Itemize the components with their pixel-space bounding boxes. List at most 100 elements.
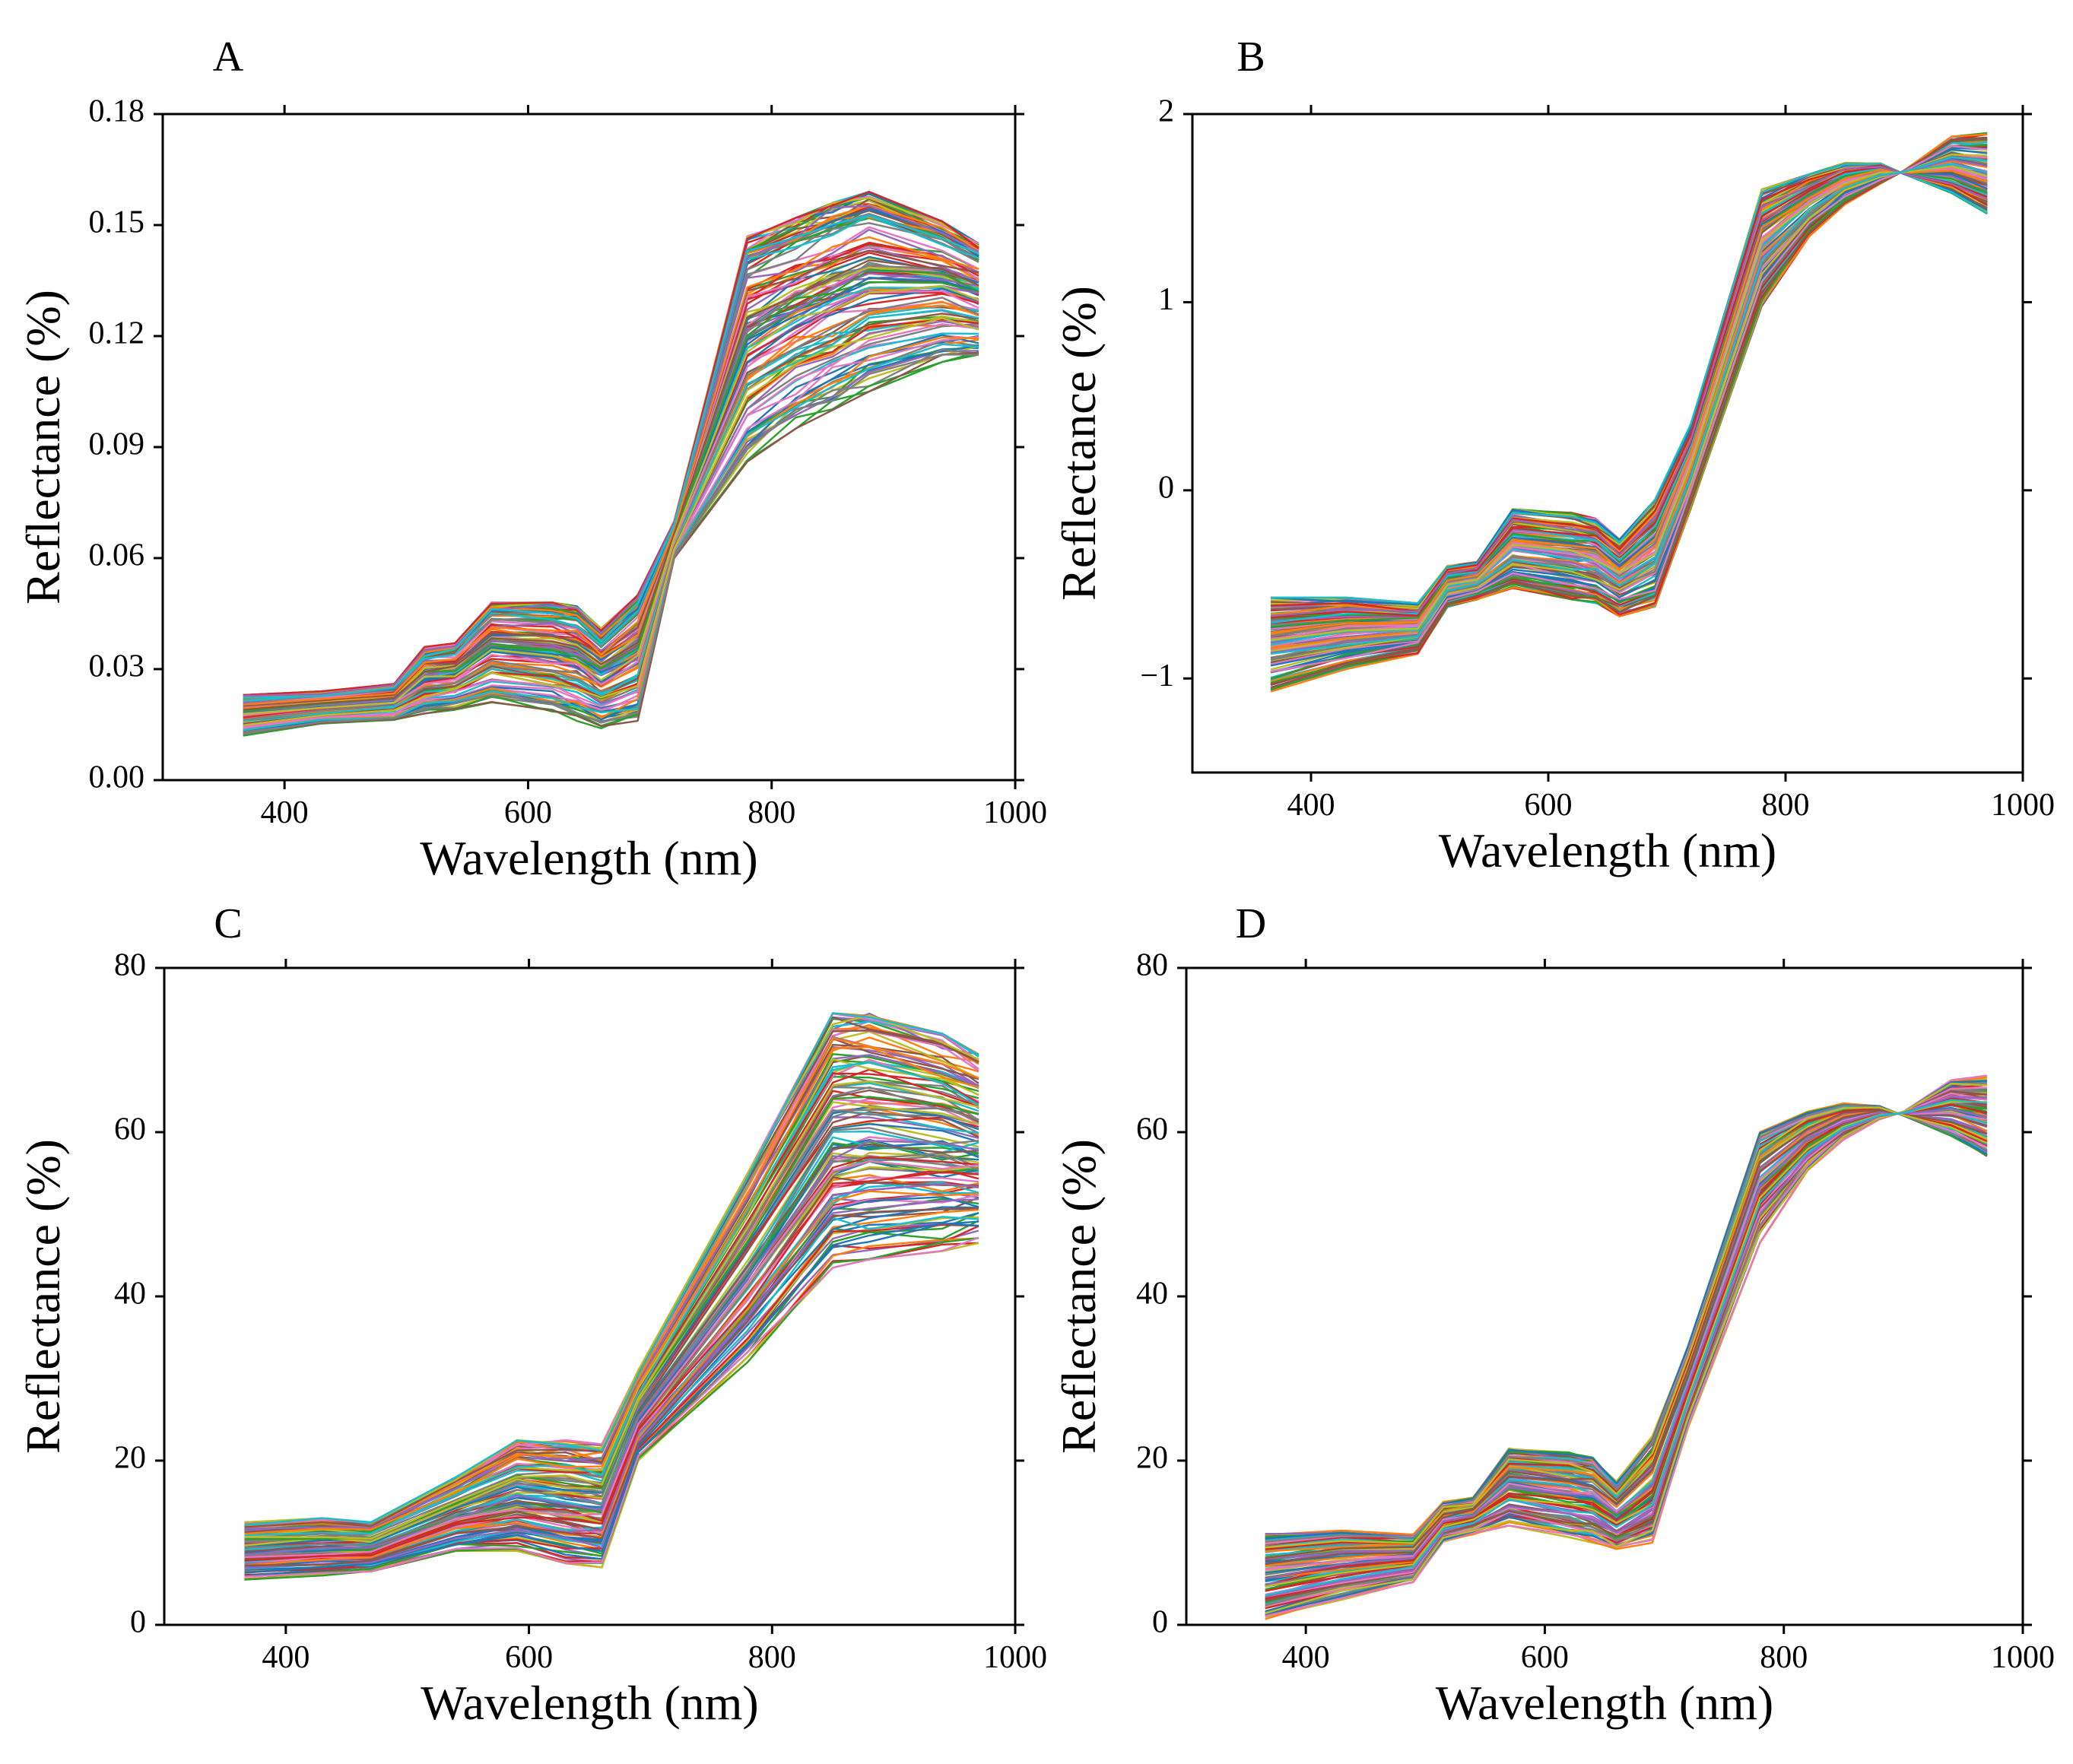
panel-label: A: [213, 33, 244, 81]
x-tick-label: 1000: [1991, 788, 2055, 823]
series-line: [243, 190, 979, 696]
series-line: [1265, 1103, 1988, 1591]
x-tick-label: 600: [1525, 788, 1573, 823]
series-line: [1270, 164, 1988, 611]
x-tick-label: 800: [1760, 1640, 1808, 1675]
series-line: [1270, 163, 1988, 646]
x-tick-label: 800: [748, 1640, 796, 1675]
series-line: [1265, 1108, 1988, 1580]
series-line: [244, 1140, 979, 1556]
x-tick-label: 400: [1282, 1640, 1330, 1675]
series-line: [243, 205, 979, 698]
series-line: [1270, 144, 1988, 681]
series-line: [243, 317, 979, 726]
series-line: [1270, 166, 1988, 617]
y-tick-label: 20: [114, 1441, 146, 1476]
panel-c: C 400 600 800 1000 0 20 40 60 80 Wavelength (nm) Re…: [16, 900, 1047, 1730]
x-tick-label: 400: [262, 1640, 310, 1675]
x-tick-label: 1000: [1991, 1640, 2055, 1675]
series-line: [1265, 1111, 1988, 1571]
series-line: [243, 323, 979, 728]
y-axis-label: Reflectance (%): [1052, 286, 1106, 601]
series-line: [1270, 168, 1988, 634]
y-tick-label: 0.12: [89, 316, 145, 351]
series-line: [1265, 1102, 1988, 1536]
panel-label: C: [214, 900, 242, 947]
x-tick-label: 800: [1762, 788, 1810, 823]
x-tick-label: 600: [504, 795, 552, 830]
series-line: [1270, 167, 1988, 624]
plot-frame: [1191, 113, 2024, 774]
series-line: [1270, 169, 1988, 629]
x-axis-label: Wavelength (nm): [1436, 1676, 1773, 1730]
series-line: [1265, 1091, 1987, 1601]
x-tick-label: 600: [1521, 1640, 1569, 1675]
x-tick-label: 800: [748, 795, 795, 830]
y-tick-label: 0.09: [89, 427, 145, 462]
series-line: [1270, 166, 1988, 616]
panel-a: A 400 600 800 1000 0.00 0.03 0.06 0.09 0.12 0.15 0.…: [16, 33, 1047, 885]
series-line: [244, 1190, 979, 1566]
series-line: [1270, 163, 1988, 651]
series-line: [244, 1160, 979, 1559]
series-line: [243, 284, 979, 715]
series-line: [1265, 1109, 1988, 1559]
x-tick-label: 1000: [983, 795, 1047, 830]
series-line: [1270, 165, 1988, 642]
x-tick-label: 400: [261, 795, 309, 830]
series-line: [1270, 138, 1988, 689]
series-line: [1270, 156, 1988, 655]
panel-label: D: [1236, 900, 1266, 947]
series-line: [244, 1012, 979, 1526]
series-line: [243, 309, 979, 725]
series-line: [1270, 144, 1988, 673]
x-axis-label: Wavelength (nm): [420, 831, 757, 885]
series-line: [244, 1061, 979, 1537]
y-tick-label: 0: [1158, 470, 1174, 505]
series-line: [243, 277, 979, 713]
y-axis-label: Reflectance (%): [16, 1139, 70, 1454]
x-tick-label: 400: [1287, 788, 1335, 823]
y-tick-label: 40: [1136, 1277, 1168, 1312]
series-line: [243, 343, 979, 731]
y-tick-label: 1: [1158, 282, 1174, 317]
series-line: [243, 259, 979, 711]
series-line: [244, 1222, 979, 1574]
y-tick-label: 2: [1158, 94, 1174, 129]
series-line: [1265, 1092, 1988, 1601]
y-tick-label: 0.06: [89, 538, 145, 573]
series-line: [1271, 163, 1988, 604]
series-line: [1270, 153, 1988, 662]
y-axis-label: Reflectance (%): [16, 290, 70, 604]
series-line: [243, 351, 979, 735]
series-line: [1265, 1109, 1988, 1567]
series-line: [1265, 1109, 1988, 1571]
series-line: [243, 236, 979, 706]
series-line: [243, 344, 979, 731]
y-tick-label: 80: [114, 948, 146, 983]
y-tick-label: 0: [130, 1605, 146, 1640]
y-tick-label: 0.03: [89, 649, 145, 684]
series-line: [1265, 1107, 1988, 1553]
y-tick-label: 80: [1136, 948, 1168, 983]
series-line: [1265, 1110, 1988, 1569]
y-tick-label: 60: [1136, 1112, 1168, 1147]
y-tick-label: 0.00: [89, 760, 145, 795]
series-line: [244, 1156, 979, 1558]
series-line: [244, 1054, 979, 1530]
panel-label: B: [1236, 33, 1265, 81]
series-line: [244, 1127, 979, 1549]
series-line: [243, 354, 979, 735]
series-line: [244, 1207, 979, 1567]
y-tick-label: 40: [114, 1277, 146, 1312]
series-line: [244, 1080, 979, 1540]
series-line: [244, 1182, 979, 1565]
series-line: [244, 1045, 979, 1535]
series-line: [244, 1236, 979, 1578]
series-line: [1270, 153, 1988, 665]
series-line: [244, 1107, 979, 1544]
series-line: [1270, 156, 1988, 659]
y-tick-label: 60: [114, 1112, 146, 1147]
series-line: [1265, 1106, 1988, 1549]
